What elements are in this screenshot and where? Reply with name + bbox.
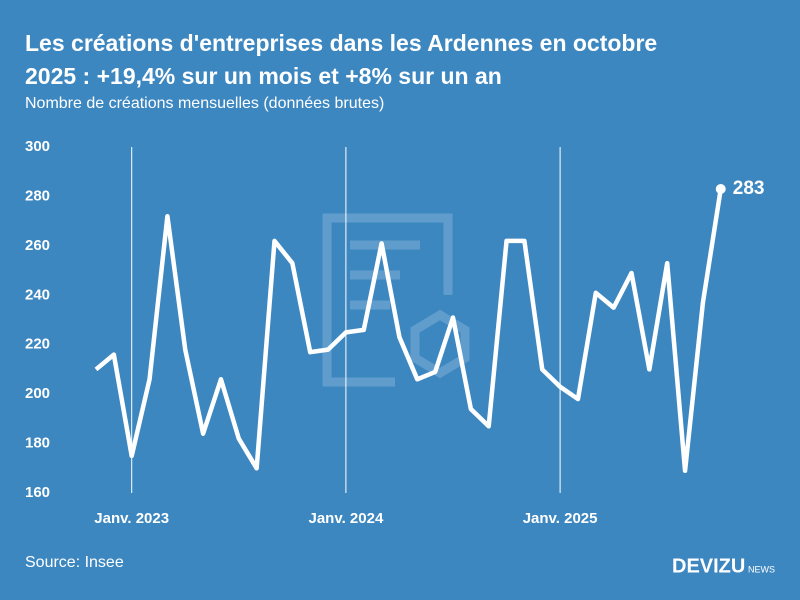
x-tick-label: Janv. 2023 bbox=[94, 510, 169, 527]
y-tick-label: 160 bbox=[25, 484, 50, 501]
x-tick-label: Janv. 2024 bbox=[309, 510, 384, 527]
y-tick-label: 200 bbox=[25, 385, 50, 402]
y-tick-label: 240 bbox=[25, 286, 50, 303]
y-tick-label: 180 bbox=[25, 435, 50, 452]
source: Source: Insee bbox=[25, 554, 124, 571]
x-tick-label: Janv. 2025 bbox=[523, 510, 598, 527]
brand-suffix: NEWS bbox=[748, 564, 775, 574]
brand: DEVIZU bbox=[672, 555, 745, 577]
end-point bbox=[715, 184, 726, 195]
data-label: 283 bbox=[733, 178, 765, 199]
line-series bbox=[94, 188, 723, 474]
y-tick-label: 220 bbox=[25, 336, 50, 353]
chart-title: 2025 : +19,4% sur un mois et +8% sur un … bbox=[25, 63, 502, 89]
y-tick-label: 260 bbox=[25, 237, 50, 254]
chart-title: Les créations d'entreprises dans les Ard… bbox=[25, 30, 657, 56]
y-tick-label: 300 bbox=[25, 138, 50, 155]
y-tick-label: 280 bbox=[25, 187, 50, 204]
chart-subtitle: Nombre de créations mensuelles (données … bbox=[25, 95, 384, 112]
